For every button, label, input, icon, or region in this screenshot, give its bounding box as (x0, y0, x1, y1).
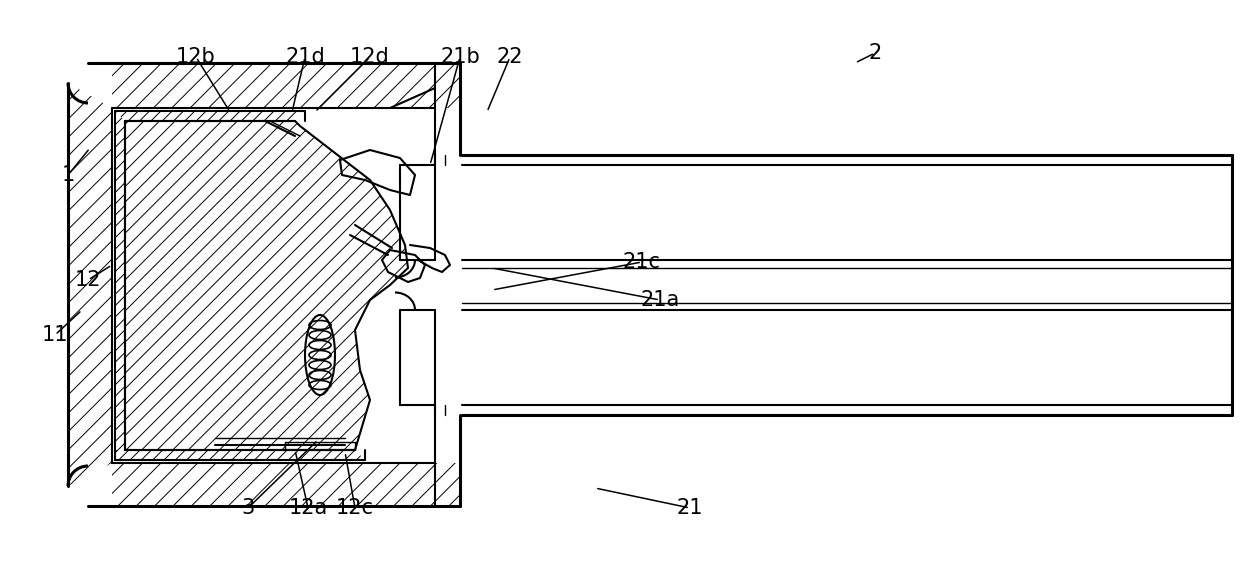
Text: 2: 2 (868, 43, 882, 63)
Text: 21a: 21a (640, 290, 680, 310)
Text: 12a: 12a (289, 498, 327, 518)
Text: 21: 21 (677, 498, 703, 518)
Text: 21c: 21c (622, 252, 661, 272)
Text: 12: 12 (74, 270, 102, 290)
Text: 12c: 12c (336, 498, 374, 518)
Text: 21d: 21d (285, 47, 325, 67)
Text: 3: 3 (242, 498, 254, 518)
Text: 1: 1 (61, 165, 74, 185)
Text: 12d: 12d (350, 47, 389, 67)
Text: 11: 11 (42, 325, 68, 345)
Text: 12b: 12b (176, 47, 216, 67)
Text: 22: 22 (497, 47, 523, 67)
Text: 21b: 21b (440, 47, 480, 67)
